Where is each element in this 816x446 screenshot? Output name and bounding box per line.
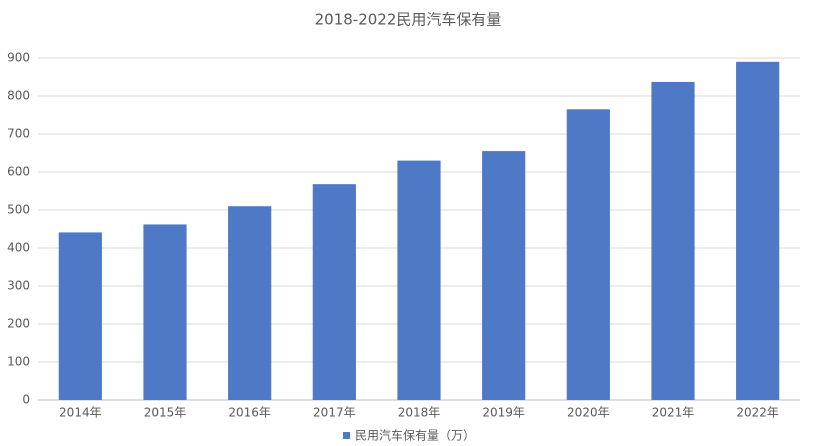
legend-swatch [343, 432, 350, 439]
y-tick-label: 500 [7, 203, 30, 217]
y-tick-label: 700 [7, 127, 30, 141]
bar [482, 151, 526, 400]
x-tick-label: 2018年 [398, 406, 441, 420]
y-tick-label: 300 [7, 279, 30, 293]
x-tick-label: 2022年 [736, 406, 779, 420]
bar [228, 206, 272, 400]
bar [143, 224, 187, 400]
x-tick-label: 2014年 [59, 406, 102, 420]
x-tick-label: 2020年 [567, 406, 610, 420]
bar [397, 160, 441, 400]
y-tick-label: 900 [7, 51, 30, 65]
bar [736, 61, 780, 401]
legend-label: 民用汽车保有量（万） [355, 428, 475, 443]
x-tick-label: 2019年 [482, 406, 525, 420]
x-tick-label: 2021年 [652, 406, 695, 420]
bar [312, 184, 356, 400]
y-tick-label: 0 [22, 393, 30, 407]
bar [651, 81, 695, 400]
y-tick-label: 100 [7, 355, 30, 369]
y-tick-label: 400 [7, 241, 30, 255]
y-tick-label: 800 [7, 89, 30, 103]
x-tick-label: 2015年 [144, 406, 187, 420]
chart-title: 2018-2022民用汽车保有量 [315, 11, 502, 29]
x-tick-label: 2016年 [228, 406, 271, 420]
y-tick-label: 600 [7, 165, 30, 179]
y-tick-label: 200 [7, 317, 30, 331]
x-tick-label: 2017年 [313, 406, 356, 420]
bar [566, 109, 610, 401]
bar [58, 232, 102, 400]
